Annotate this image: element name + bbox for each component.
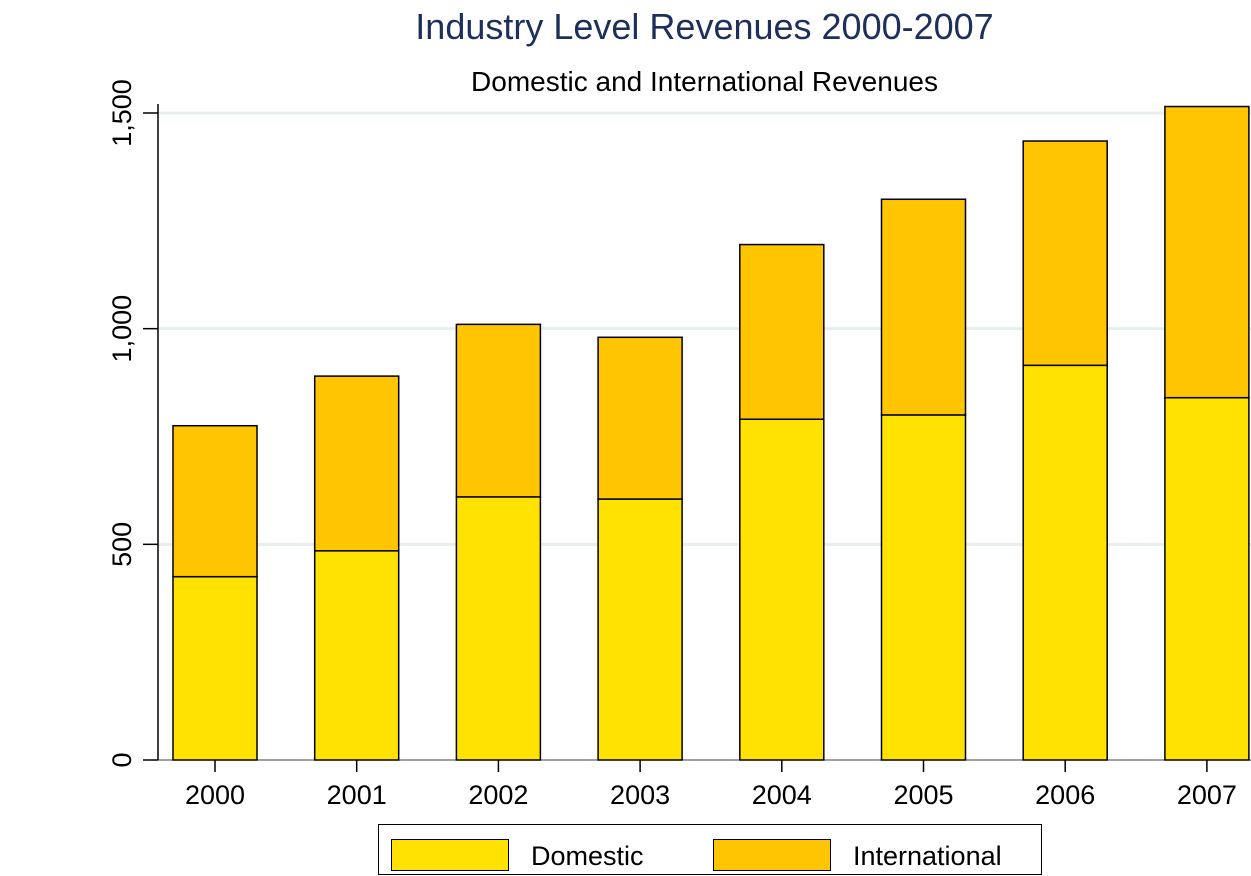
y-tick-label: 0 bbox=[107, 752, 137, 767]
bar-international-2003 bbox=[597, 336, 683, 500]
x-tick-label: 2000 bbox=[185, 780, 245, 810]
y-tick-label: 1,500 bbox=[107, 79, 137, 147]
x-tick-label: 2006 bbox=[1035, 780, 1095, 810]
y-ticks: 0 500 1,000 1,500 bbox=[107, 79, 158, 768]
legend: Domestic International bbox=[378, 824, 1042, 875]
bar-domestic-2004 bbox=[739, 418, 825, 761]
bar-international-2006 bbox=[1022, 140, 1108, 367]
legend-swatch-domestic bbox=[391, 839, 509, 871]
bar-international-2004 bbox=[739, 243, 825, 420]
bar-international-2005 bbox=[880, 198, 967, 416]
bar-international-2001 bbox=[313, 375, 400, 552]
y-tick-label: 500 bbox=[107, 522, 137, 567]
chart-subtitle: Domestic and International Revenues bbox=[471, 66, 938, 97]
x-tick-label: 2007 bbox=[1177, 780, 1237, 810]
chart-title: Industry Level Revenues 2000-2007 bbox=[415, 6, 994, 47]
bar-domestic-2006 bbox=[1022, 364, 1108, 761]
bar-domestic-2003 bbox=[597, 498, 683, 761]
bar-domestic-2002 bbox=[455, 496, 542, 761]
bar-domestic-2001 bbox=[313, 550, 400, 761]
bar-domestic-2000 bbox=[172, 575, 258, 761]
bar-international-2000 bbox=[172, 424, 258, 578]
bar-international-2007 bbox=[1164, 105, 1250, 399]
x-tick-label: 2002 bbox=[468, 780, 528, 810]
x-tick-label: 2003 bbox=[610, 780, 670, 810]
legend-label-domestic: Domestic bbox=[531, 841, 644, 871]
x-ticks: 2000 2001 2002 2003 2004 2005 2006 2007 bbox=[185, 760, 1237, 810]
x-tick-label: 2001 bbox=[327, 780, 387, 810]
legend-label-international: International bbox=[853, 841, 1002, 871]
y-tick-label: 1,000 bbox=[107, 295, 137, 363]
legend-swatch-international bbox=[713, 839, 831, 871]
bars bbox=[172, 105, 1250, 761]
bar-domestic-2007 bbox=[1164, 396, 1250, 761]
x-tick-label: 2005 bbox=[893, 780, 953, 810]
x-tick-label: 2004 bbox=[752, 780, 812, 810]
bar-domestic-2005 bbox=[880, 414, 967, 761]
bar-international-2002 bbox=[455, 323, 542, 498]
